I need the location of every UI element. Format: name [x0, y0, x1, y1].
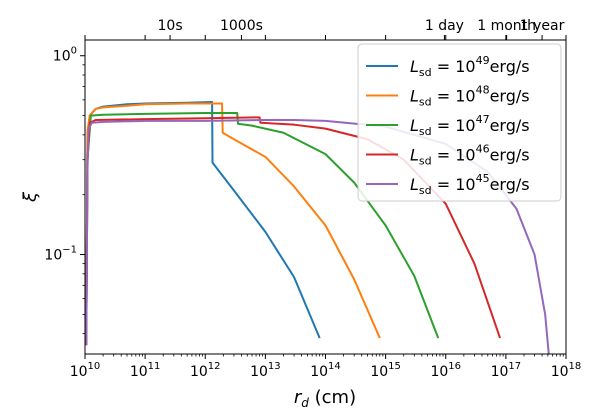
legend-label-4: Lsd = 1045erg/s	[410, 172, 530, 197]
legend-label-1: Lsd = 1048erg/s	[410, 84, 530, 109]
series-line-0	[85, 101, 321, 346]
legend-box	[357, 43, 562, 202]
legend-label-3: Lsd = 1046erg/s	[410, 143, 530, 168]
series-line-4	[85, 119, 550, 354]
legend-label-0: Lsd = 1049erg/s	[410, 54, 530, 79]
x-tick-label-6: 1016	[430, 361, 461, 380]
ticks-layer: 1010 1011 1012 1013 1014 1015 1016 1017 1018 10s 1…	[44, 18, 581, 380]
x-tick-label-2: 1012	[190, 361, 221, 380]
y-axis-label: ξ	[20, 191, 41, 203]
top-tick-label-0: 10s	[158, 18, 183, 34]
legend-label-2: Lsd = 1047erg/s	[410, 113, 530, 138]
x-tick-label-8: 1018	[551, 361, 582, 380]
x-tick-label-7: 1017	[491, 361, 522, 380]
x-tick-label-3: 1013	[250, 361, 281, 380]
top-tick-label-3: 1 month	[477, 18, 536, 34]
x-tick-label-0: 1010	[70, 361, 101, 380]
legend: Lsd = 1049erg/s Lsd = 1048erg/s Lsd = 1047…	[357, 43, 562, 202]
top-tick-label-1: 1000s	[220, 18, 263, 34]
top-tick-label-2: 1 day	[425, 18, 464, 34]
x-axis-label: rd (cm)	[294, 387, 356, 410]
x-tick-label-5: 1015	[370, 361, 401, 380]
x-tick-label-1: 1011	[130, 361, 161, 380]
y-tick-label-0: 100	[53, 46, 77, 65]
series-line-1	[85, 102, 381, 346]
series-line-2	[85, 112, 440, 346]
top-tick-label-4: 1 year	[520, 18, 565, 34]
y-tick-label-1: 10−1	[44, 245, 77, 264]
x-tick-label-4: 1014	[310, 361, 341, 380]
